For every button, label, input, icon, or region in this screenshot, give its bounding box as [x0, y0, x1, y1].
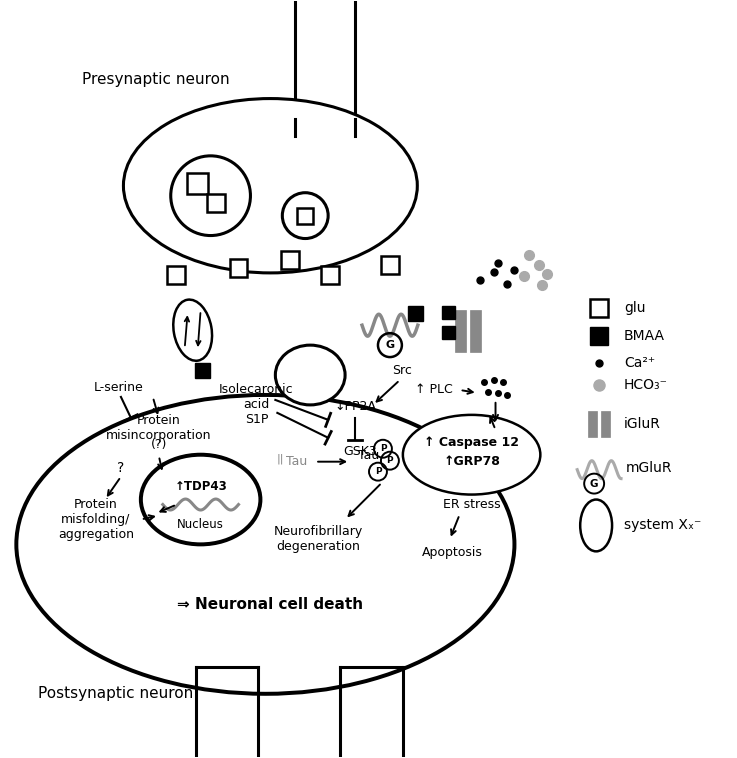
Bar	[282, 252, 299, 269]
Ellipse shape	[123, 99, 417, 273]
Bar	[455, 310, 466, 352]
Bar	[195, 362, 210, 377]
Text: P: P	[374, 467, 381, 476]
Text: HCO₃⁻: HCO₃⁻	[624, 378, 668, 392]
Ellipse shape	[580, 500, 612, 551]
Text: Ca²⁺: Ca²⁺	[624, 356, 655, 370]
Text: P: P	[387, 456, 394, 465]
Text: Protein
misfolding/
aggregation: Protein misfolding/ aggregation	[58, 498, 134, 541]
Text: Nucleus: Nucleus	[177, 518, 224, 531]
Bar	[590, 299, 608, 318]
Text: mGluR: mGluR	[626, 461, 673, 475]
Bar	[442, 305, 455, 318]
Bar	[297, 208, 313, 224]
Text: Apoptosis: Apoptosis	[422, 546, 483, 559]
Text: Src: Src	[392, 364, 412, 377]
Ellipse shape	[173, 299, 212, 361]
Text: iGluR: iGluR	[624, 417, 661, 431]
Text: ↓PP2A: ↓PP2A	[334, 400, 376, 413]
Text: G: G	[385, 340, 394, 350]
Bar	[442, 326, 455, 339]
Text: L-serine: L-serine	[94, 381, 144, 394]
Text: ⇒ Neuronal cell death: ⇒ Neuronal cell death	[178, 597, 363, 612]
Text: Isolecaronic
acid
S1P: Isolecaronic acid S1P	[219, 384, 294, 427]
Ellipse shape	[16, 395, 514, 694]
Ellipse shape	[403, 415, 540, 494]
Text: ||: ||	[276, 453, 284, 464]
Bar	[381, 256, 399, 274]
Bar	[167, 266, 185, 284]
Text: ↑TDP43: ↑TDP43	[174, 480, 227, 493]
Text: Tau: Tau	[286, 456, 307, 468]
Bar	[588, 411, 597, 437]
Text: system Xₓ⁻: system Xₓ⁻	[624, 518, 702, 532]
Text: ↑ Caspase 12: ↑ Caspase 12	[424, 437, 519, 449]
Bar	[187, 174, 208, 194]
Text: ?: ?	[117, 461, 125, 475]
Ellipse shape	[276, 345, 345, 405]
Bar	[321, 266, 339, 284]
Text: Neurofibrillary
degeneration: Neurofibrillary degeneration	[273, 525, 363, 553]
Bar	[408, 305, 423, 321]
Text: (?): (?)	[150, 438, 167, 451]
Text: P: P	[380, 444, 386, 453]
Text: Tau: Tau	[358, 449, 380, 462]
Bar	[229, 259, 248, 277]
Text: BMAA: BMAA	[624, 329, 665, 343]
Bar	[590, 327, 608, 345]
Text: ↑GRP78: ↑GRP78	[443, 456, 500, 468]
Bar	[206, 194, 225, 211]
Text: GSK3: GSK3	[343, 445, 377, 459]
Text: glu: glu	[624, 301, 646, 315]
Text: Postsynaptic neuron: Postsynaptic neuron	[38, 686, 194, 701]
Ellipse shape	[141, 455, 260, 544]
Text: G: G	[590, 478, 598, 489]
Text: Protein
misincorporation: Protein misincorporation	[106, 414, 212, 442]
Bar	[601, 411, 610, 437]
Text: ER stress: ER stress	[443, 498, 500, 511]
Bar	[469, 310, 481, 352]
Text: ↑ PLC: ↑ PLC	[415, 384, 453, 396]
Text: Presynaptic neuron: Presynaptic neuron	[82, 72, 230, 86]
